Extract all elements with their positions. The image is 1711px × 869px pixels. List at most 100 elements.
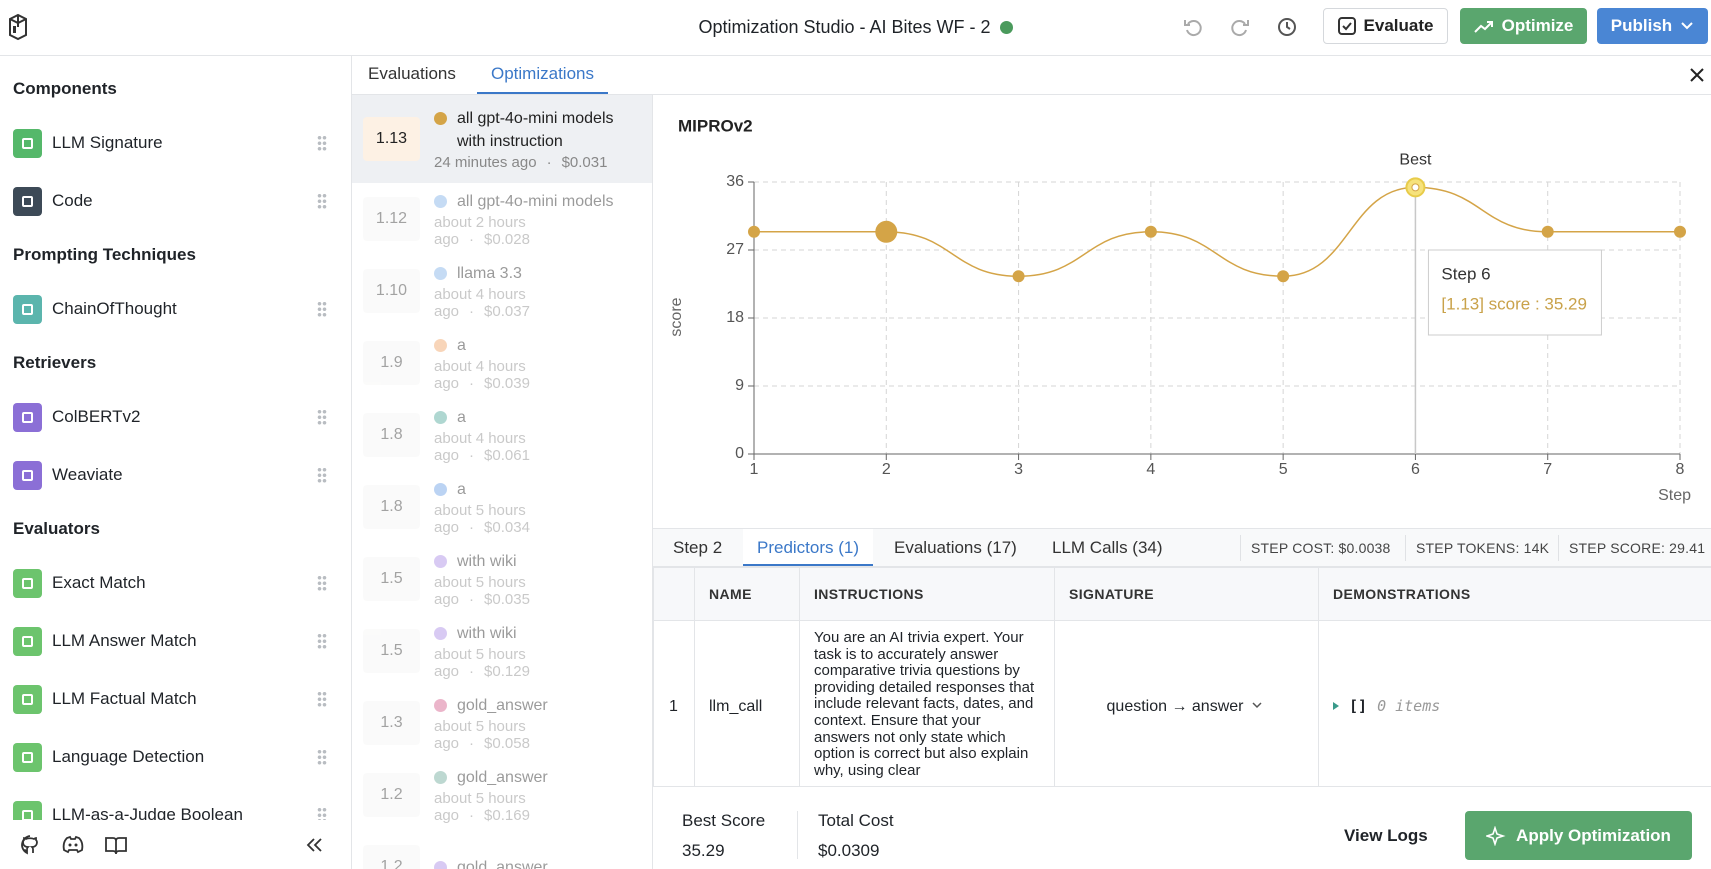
drag-handle[interactable]	[317, 633, 327, 649]
header-cell: INSTRUCTIONS	[799, 567, 1055, 621]
redo-icon[interactable]	[1229, 16, 1251, 38]
run-meta: about 5 hours ago · $0.034	[434, 502, 634, 536]
run-status-dot	[434, 627, 447, 640]
run-name: all gpt-4o-mini models with instruction	[457, 110, 614, 150]
x-tick-label: 6	[1411, 461, 1420, 478]
run-time: about 4 hours ago	[434, 286, 526, 320]
run-body: gold_answer	[434, 856, 634, 869]
total-cost: $0.0309	[818, 841, 880, 860]
component-item[interactable]: ColBERTv2	[0, 388, 351, 446]
expand-arrow[interactable]	[1333, 702, 1339, 710]
run-cost: $0.031	[561, 154, 608, 171]
run-name-row: a	[434, 334, 634, 357]
y-tick-label: 9	[735, 377, 744, 394]
drag-handle[interactable]	[317, 691, 327, 707]
run-cost: $0.035	[484, 591, 530, 608]
logo[interactable]	[6, 13, 30, 41]
step-stat: STEP TOKENS: 14K	[1416, 540, 1550, 556]
run-item[interactable]: 1.5 with wiki about 5 hours ago · $0.129	[352, 615, 652, 687]
run-body: a about 4 hours ago · $0.061	[434, 406, 634, 464]
docs-icon[interactable]	[104, 833, 128, 857]
undo-icon[interactable]	[1182, 16, 1204, 38]
step-tab[interactable]: Predictors (1)	[743, 529, 874, 566]
component-item[interactable]: ChainOfThought	[0, 280, 351, 338]
close-icon[interactable]	[1690, 68, 1704, 82]
run-item[interactable]: 1.8 a about 4 hours ago · $0.061	[352, 399, 652, 471]
sidebar: Components LLM Signature Code Prompting Tec…	[0, 56, 352, 820]
component-icon	[13, 186, 42, 216]
drag-handle[interactable]	[317, 193, 327, 209]
run-status-dot	[434, 267, 447, 280]
collapse-icon[interactable]	[306, 837, 324, 853]
table-row: 1 llm_call You are an AI trivia expert. Yo…	[653, 620, 1711, 786]
step-tab[interactable]: Evaluations (17)	[894, 538, 1017, 557]
run-item[interactable]: 1.10 llama 3.3 about 4 hours ago · $0.037	[352, 255, 652, 327]
run-item[interactable]: 1.9 a about 4 hours ago · $0.039	[352, 327, 652, 399]
drag-handle[interactable]	[317, 575, 327, 591]
run-cost: $0.039	[484, 375, 530, 392]
component-item[interactable]: Weaviate	[0, 446, 351, 504]
view-logs-button[interactable]: View Logs	[1344, 826, 1428, 845]
component-item[interactable]: Language Detection	[0, 728, 351, 786]
component-icon	[13, 128, 42, 158]
tooltip-box	[1427, 249, 1602, 336]
run-name: llama 3.3	[457, 265, 522, 282]
run-item[interactable]: 1.2 gold_answer	[352, 831, 652, 869]
drag-handle[interactable]	[317, 409, 327, 425]
run-version: 1.2	[363, 773, 420, 817]
section-title: Components	[13, 79, 117, 98]
publish-button[interactable]: Publish	[1597, 8, 1708, 44]
step-tab[interactable]: LLM Calls (34)	[1052, 538, 1163, 557]
run-name-row: gold_answer	[434, 694, 634, 717]
tab[interactable]: Evaluations	[368, 64, 456, 83]
run-name-row: llama 3.3	[434, 262, 634, 285]
run-item[interactable]: 1.5 with wiki about 5 hours ago · $0.035	[352, 543, 652, 615]
run-item[interactable]: 1.13 all gpt-4o-mini models with instruct…	[352, 95, 652, 183]
run-name-row: with wiki	[434, 550, 634, 573]
run-item[interactable]: 1.3 gold_answer about 5 hours ago · $0.058	[352, 687, 652, 759]
step-stat: STEP COST: $0.0038	[1251, 540, 1391, 556]
tooltip-title: Step 6	[1441, 264, 1490, 283]
component-item[interactable]: LLM Signature	[0, 114, 351, 172]
drag-handle[interactable]	[317, 135, 327, 151]
evaluate-button[interactable]: Evaluate	[1323, 8, 1448, 44]
drag-handle[interactable]	[317, 749, 327, 765]
run-time: about 4 hours ago	[434, 430, 526, 464]
run-version: 1.3	[363, 701, 420, 745]
predictor-name: llm_call	[694, 620, 800, 786]
separator: ·	[469, 375, 475, 392]
component-item[interactable]: LLM Answer Match	[0, 612, 351, 670]
run-version: 1.2	[363, 845, 420, 869]
run-body: gold_answer about 5 hours ago · $0.058	[434, 694, 634, 752]
drag-handle[interactable]	[317, 467, 327, 483]
run-item[interactable]: 1.2 gold_answer about 5 hours ago · $0.169	[352, 759, 652, 831]
separator: ·	[469, 807, 475, 824]
header-cell: DEMONSTRATIONS	[1318, 567, 1711, 621]
tab[interactable]: Optimizations	[477, 64, 608, 94]
demonstrations-count: 0 items	[1377, 697, 1441, 715]
github-icon[interactable]	[18, 833, 42, 857]
component-item[interactable]: Exact Match	[0, 554, 351, 612]
drag-handle[interactable]	[317, 301, 327, 317]
x-tick-label: 4	[1146, 461, 1155, 478]
apply-button[interactable]: Apply Optimization	[1465, 811, 1692, 860]
separator: ·	[546, 154, 552, 171]
run-version: 1.13	[363, 117, 420, 161]
discord-icon[interactable]	[60, 833, 86, 857]
run-body: with wiki about 5 hours ago · $0.035	[434, 550, 634, 608]
run-item[interactable]: 1.8 a about 5 hours ago · $0.034	[352, 471, 652, 543]
section-title: Prompting Techniques	[13, 245, 196, 264]
drag-handle[interactable]	[317, 807, 327, 820]
history-icon[interactable]	[1275, 16, 1297, 38]
header-cell: NAME	[694, 567, 800, 621]
run-version: 1.5	[363, 629, 420, 673]
component-item[interactable]: LLM Factual Match	[0, 670, 351, 728]
optimize-button[interactable]: Optimize	[1460, 8, 1587, 44]
signature-chevron[interactable]	[1249, 701, 1265, 711]
run-time: about 5 hours ago	[434, 790, 526, 824]
run-item[interactable]: 1.12 all gpt-4o-mini models about 2 hours …	[352, 183, 652, 255]
component-item[interactable]: LLM-as-a-Judge Boolean	[0, 786, 351, 820]
component-item[interactable]: Code	[0, 172, 351, 230]
run-body: all gpt-4o-mini models about 2 hours ago ·…	[434, 190, 634, 248]
separator	[797, 811, 798, 859]
